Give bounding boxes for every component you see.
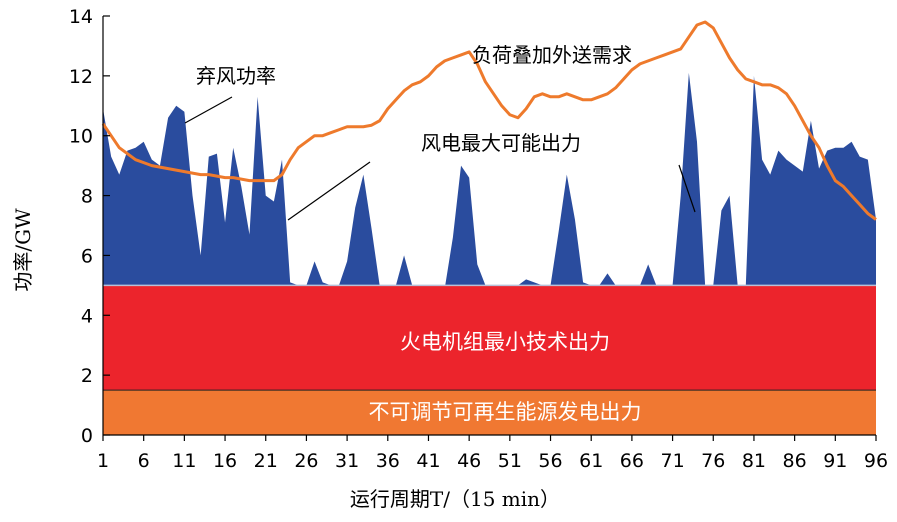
x-tick-label: 6 [138, 450, 150, 472]
x-tick-label: 16 [213, 450, 237, 472]
leader-line-curtailment [184, 96, 233, 124]
series-line-demand [101, 20, 877, 221]
band-thermal-min [103, 285, 876, 391]
plot-area [101, 20, 877, 436]
band-label-renewable: 不可调节可再生能源发电出力 [369, 400, 642, 424]
x-tick-label: 11 [172, 450, 196, 472]
x-tick-label: 51 [498, 450, 522, 472]
x-tick-label: 1 [97, 450, 109, 472]
y-tick-label: 8 [81, 186, 93, 208]
leader-line-wind-left [287, 161, 371, 221]
x-tick-label: 56 [538, 450, 562, 472]
y-tick-label: 2 [81, 365, 93, 387]
x-tick-label: 76 [701, 450, 725, 472]
band-renewable [103, 390, 876, 435]
x-tick-label: 41 [416, 450, 440, 472]
y-tick-label: 0 [81, 425, 93, 447]
labels: 功率/GW 运行周期T/（15 min） 弃风功率 负荷叠加外送需求 风电最大可… [11, 43, 642, 511]
x-tick-label: 86 [783, 450, 807, 472]
x-tick-label: 31 [335, 450, 359, 472]
x-tick-label: 91 [823, 450, 847, 472]
x-tick-label: 66 [620, 450, 644, 472]
x-tick-label: 36 [376, 450, 400, 472]
annotation-curtailment: 弃风功率 [196, 64, 276, 88]
x-axis-title: 运行周期T/（15 min） [350, 487, 560, 511]
leader-line-wind-right [678, 164, 696, 213]
y-tick-label: 10 [69, 126, 93, 148]
band-label-thermal-min: 火电机组最小技术出力 [400, 330, 610, 354]
x-tick-label: 96 [864, 450, 888, 472]
x-tick-label: 21 [254, 450, 278, 472]
y-tick-label: 4 [81, 305, 93, 327]
y-axis-title: 功率/GW [11, 208, 35, 292]
y-tick-label: 6 [81, 245, 93, 267]
annotation-demand: 负荷叠加外送需求 [472, 43, 632, 67]
x-tick-label: 71 [660, 450, 684, 472]
annotation-wind-max: 风电最大可能出力 [421, 131, 581, 155]
x-tick-label: 81 [742, 450, 766, 472]
y-tick-label: 14 [69, 6, 93, 28]
x-tick-label: 61 [579, 450, 603, 472]
x-tick-label: 26 [294, 450, 318, 472]
y-tick-label: 12 [69, 66, 93, 88]
leader-lines [184, 96, 696, 221]
x-tick-label: 46 [457, 450, 481, 472]
